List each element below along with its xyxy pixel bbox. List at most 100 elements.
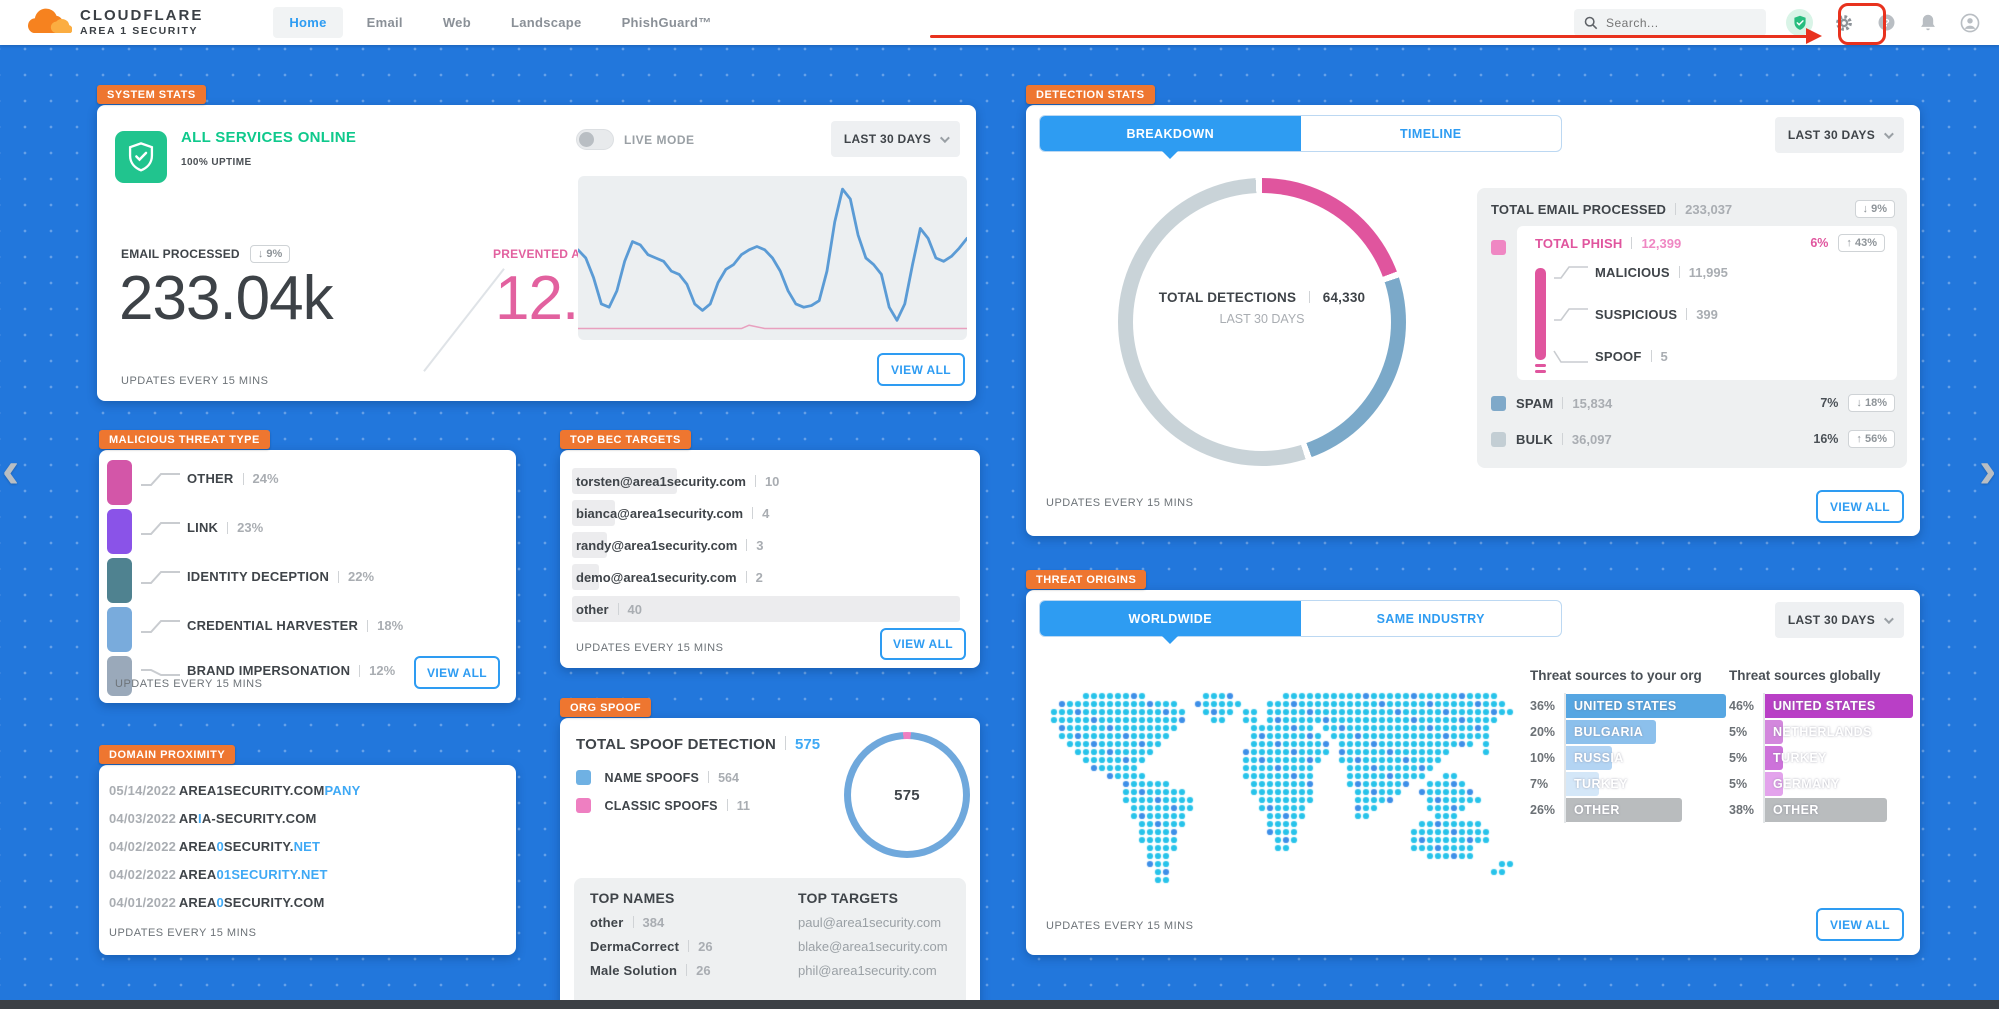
detection-range-dropdown[interactable]: LAST 30 DAYS: [1774, 117, 1904, 153]
threat-source-row[interactable]: 26% OTHER: [1530, 797, 1682, 823]
suspicious-row[interactable]: SUSPICIOUS 399: [1553, 306, 1718, 322]
threat-source-row[interactable]: 20% BULGARIA: [1530, 719, 1656, 745]
top-target-row[interactable]: blake@area1security.com: [798, 939, 948, 954]
bulk-row[interactable]: BULK 36,097 16% ↑ 56%: [1491, 430, 1895, 448]
top-name-row[interactable]: DermaCorrect 26: [590, 939, 713, 954]
bec-target-row[interactable]: bianca@area1security.com 4: [572, 500, 964, 526]
live-mode-toggle[interactable]: [576, 129, 614, 150]
top-name-row[interactable]: other 384: [590, 915, 665, 930]
top-bec-view-all-button[interactable]: VIEW ALL: [880, 628, 966, 660]
search-input[interactable]: [1606, 15, 1746, 30]
threat-source-row[interactable]: 7% TURKEY: [1530, 771, 1627, 797]
help-button[interactable]: ?: [1875, 12, 1897, 34]
top-bec-targets-badge: TOP BEC TARGETS: [560, 430, 691, 449]
nav-tab-home[interactable]: Home: [273, 7, 343, 38]
notifications-button[interactable]: [1917, 12, 1939, 34]
carousel-next-arrow[interactable]: ›: [1979, 441, 1997, 499]
email-processed-delta-badge: ↓ 9%: [249, 245, 291, 263]
threat-source-row[interactable]: 36% UNITED STATES: [1530, 693, 1726, 719]
malicious-threat-view-all-button[interactable]: VIEW ALL: [414, 656, 500, 689]
system-stats-view-all-button[interactable]: VIEW ALL: [877, 353, 965, 386]
threat-type-row[interactable]: OTHER 24%: [139, 456, 279, 501]
threat-type-label: IDENTITY DECEPTION: [187, 569, 330, 584]
bulk-pct: 16%: [1813, 432, 1839, 446]
nav-tab-web[interactable]: Web: [442, 15, 471, 30]
domain-row[interactable]: 04/03/2022 ARIA-SECURITY.COM: [109, 811, 317, 826]
question-circle-icon: ?: [1878, 14, 1894, 31]
detection-stats-card: DETECTION STATS BREAKDOWN TIMELINE LAST …: [1026, 85, 1920, 536]
brand-text: CLOUDFLARE AREA 1 SECURITY: [80, 8, 203, 37]
threat-source-bar: UNITED STATES: [1765, 694, 1913, 718]
detection-view-all-button[interactable]: VIEW ALL: [1816, 490, 1904, 523]
threat-type-row[interactable]: LINK 23%: [139, 505, 263, 550]
domain-proximity-badge: DOMAIN PROXIMITY: [99, 745, 236, 764]
malicious-threat-type-card: MALICIOUS THREAT TYPE OTHER 24% LINK 23%…: [99, 430, 516, 703]
threat-type-row[interactable]: CREDENTIAL HARVESTER 18%: [139, 603, 403, 648]
threat-type-pct: 12%: [369, 663, 396, 678]
bec-target-row[interactable]: demo@area1security.com 2: [572, 564, 964, 590]
bec-bar: [572, 532, 607, 558]
brand-logo[interactable]: CLOUDFLARE AREA 1 SECURITY: [22, 6, 203, 40]
nav-tab-phishguard[interactable]: PhishGuard™: [621, 15, 712, 30]
top-name-row[interactable]: Male Solution 26: [590, 963, 711, 978]
threat-type-row[interactable]: BRAND IMPERSONATION 12%: [139, 648, 395, 693]
top-targets-title: TOP TARGETS: [798, 890, 899, 906]
threat-source-row[interactable]: 38% OTHER: [1729, 797, 1887, 823]
domain-row[interactable]: 04/02/2022 AREA0SECURITY.NET: [109, 839, 321, 854]
system-stats-badge: SYSTEM STATS: [97, 85, 206, 104]
org-sources-title: Threat sources to your org: [1530, 668, 1702, 683]
threat-source-row[interactable]: 10% RUSSIA: [1530, 745, 1623, 771]
services-status-text: ALL SERVICES ONLINE: [181, 129, 357, 146]
protection-status-badge[interactable]: [1786, 9, 1813, 36]
phish-bar-dash: [1535, 364, 1546, 367]
threat-source-row[interactable]: 5% GERMANY: [1729, 771, 1839, 797]
bec-target-row[interactable]: other 40: [572, 596, 964, 622]
search-box[interactable]: [1574, 9, 1766, 36]
bec-bar: [572, 564, 600, 590]
tab-breakdown[interactable]: BREAKDOWN: [1040, 116, 1301, 159]
bulk-swatch: [1491, 431, 1506, 447]
threat-type-label: CREDENTIAL HARVESTER: [187, 618, 359, 633]
threat-source-row[interactable]: 46% UNITED STATES: [1729, 693, 1913, 719]
carousel-prev-arrow[interactable]: ‹: [2, 441, 20, 499]
nav-tab-landscape[interactable]: Landscape: [510, 15, 582, 30]
top-target-row[interactable]: paul@area1security.com: [798, 915, 942, 930]
threat-source-row[interactable]: 5% NETHERLANDS: [1729, 719, 1871, 745]
bec-bar: [572, 596, 960, 622]
connector-line: [141, 472, 180, 486]
annotation-line: [930, 35, 1808, 38]
bec-target-row[interactable]: torsten@area1security.com 10: [572, 468, 964, 494]
tab-same-industry[interactable]: SAME INDUSTRY: [1376, 611, 1485, 626]
user-account-button[interactable]: [1959, 12, 1981, 34]
tab-timeline[interactable]: TIMELINE: [1399, 126, 1462, 141]
top-target-row[interactable]: phil@area1security.com: [798, 963, 937, 978]
name-spoofs-swatch: [576, 770, 591, 785]
threat-origins-range-dropdown[interactable]: LAST 30 DAYS: [1774, 602, 1904, 638]
domain-row[interactable]: 04/01/2022 AREA0SECURITY.COM: [109, 895, 325, 910]
system-stats-range-dropdown[interactable]: LAST 30 DAYS: [830, 121, 960, 157]
email-processed-value: 233.04k: [119, 264, 334, 333]
domain-row[interactable]: 04/02/2022 AREA01SECURITY.NET: [109, 867, 328, 882]
spam-swatch: [1491, 395, 1506, 411]
detection-breakdown-panel: TOTAL EMAIL PROCESSED 233,037 ↓ 9% TOTAL …: [1477, 188, 1907, 468]
settings-gear-button[interactable]: [1833, 12, 1855, 34]
threat-source-bar: NETHERLANDS: [1765, 720, 1871, 744]
malicious-row[interactable]: MALICIOUS 11,995: [1553, 264, 1728, 280]
total-phish-row[interactable]: TOTAL PHISH 12,399 6% ↑ 43%: [1535, 234, 1885, 252]
spoof-row[interactable]: SPOOF 5: [1553, 348, 1668, 364]
svg-text:?: ?: [1883, 17, 1890, 29]
user-avatar-icon: [1960, 13, 1980, 32]
threat-type-label: OTHER: [187, 471, 234, 486]
tab-worldwide[interactable]: WORLDWIDE: [1040, 601, 1301, 644]
total-email-delta-badge: ↓ 9%: [1854, 200, 1895, 218]
nav-tab-email[interactable]: Email: [366, 15, 403, 30]
threat-origins-view-all-button[interactable]: VIEW ALL: [1816, 908, 1904, 941]
threat-type-row[interactable]: IDENTITY DECEPTION 22%: [139, 554, 374, 599]
spam-row[interactable]: SPAM 15,834 7% ↓ 18%: [1491, 394, 1895, 412]
threat-source-row[interactable]: 5% TURKEY: [1729, 745, 1826, 771]
bec-target-row[interactable]: randy@area1security.com 3: [572, 532, 964, 558]
domain-row[interactable]: 05/14/2022 AREA1SECURITY.COMPANY: [109, 783, 361, 798]
spoof-donut-center-value: 575: [894, 786, 920, 804]
classic-spoofs-swatch: [576, 798, 591, 813]
